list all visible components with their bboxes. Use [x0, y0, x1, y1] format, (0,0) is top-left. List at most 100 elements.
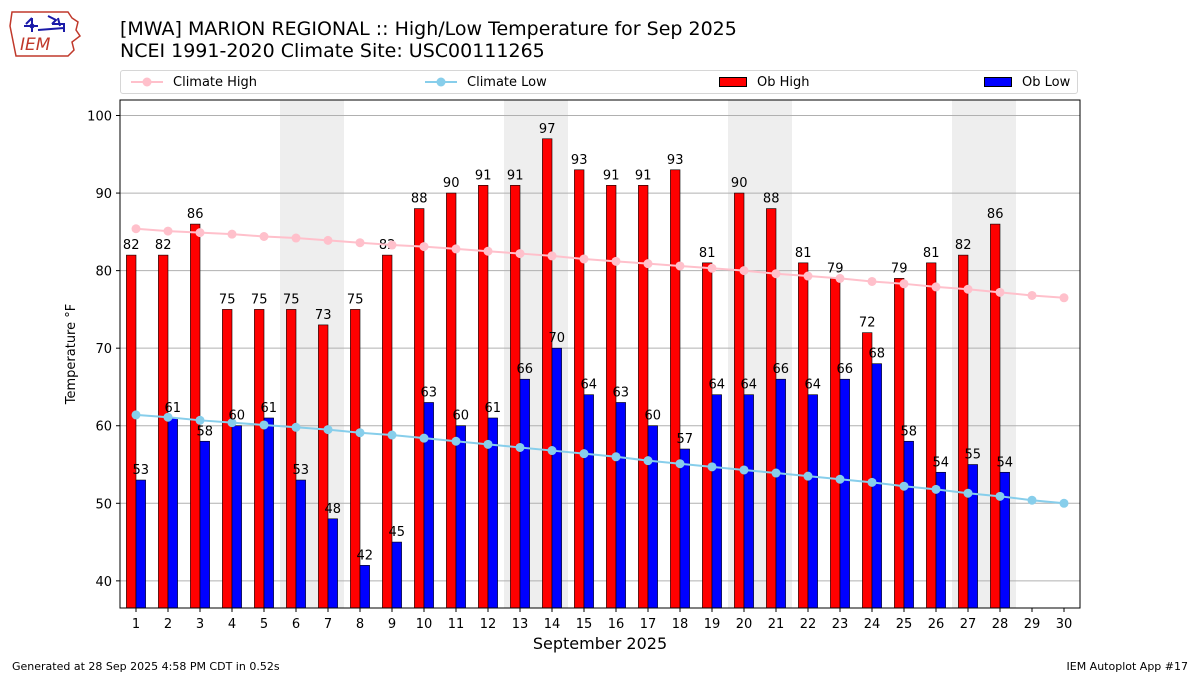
climate-low-point	[483, 439, 493, 449]
chart-title: [MWA] MARION REGIONAL :: High/Low Temper…	[120, 18, 737, 62]
climate-high-point	[547, 251, 557, 261]
ob-low-data-label: 61	[485, 401, 502, 416]
ob-high-bar	[670, 169, 681, 609]
ob-low-bar	[327, 518, 338, 609]
ob-high-data-label: 81	[795, 246, 812, 261]
ob-low-data-label: 61	[261, 401, 278, 416]
ob-low-bar	[583, 394, 594, 609]
legend-ob-high: Ob High	[719, 71, 810, 93]
ob-high-data-label: 81	[699, 246, 716, 261]
climate-low-point	[995, 491, 1005, 501]
ob-high-data-label: 93	[667, 153, 684, 168]
ob-low-data-label: 48	[325, 502, 342, 517]
ob-high-data-label: 72	[859, 316, 876, 331]
x-tick-label: 3	[196, 617, 204, 632]
climate-low-point	[579, 449, 589, 459]
climate-high-point	[387, 240, 397, 250]
climate-low-point	[515, 442, 525, 452]
ob-low-data-label: 64	[805, 378, 822, 393]
ob-high-bar	[414, 208, 425, 609]
climate-low-line	[135, 413, 1065, 505]
ob-high-bar	[510, 185, 521, 609]
climate-high-point	[931, 282, 941, 292]
ob-low-data-label: 58	[901, 424, 918, 439]
climate-high-point	[131, 224, 141, 234]
ob-low-data-label: 61	[165, 401, 182, 416]
title-line-1: [MWA] MARION REGIONAL :: High/Low Temper…	[120, 18, 737, 40]
climate-low-point	[163, 412, 173, 422]
ob-low-data-label: 53	[293, 463, 310, 478]
climate-low-point	[963, 488, 973, 498]
x-tick-label: 4	[228, 617, 236, 632]
climate-low-point	[227, 418, 237, 428]
climate-low-point	[355, 428, 365, 438]
climate-high-point	[771, 269, 781, 279]
ob-high-bar	[446, 192, 457, 609]
ob-high-data-label: 93	[571, 153, 588, 168]
climate-low-point	[739, 465, 749, 475]
climate-high-point	[227, 229, 237, 239]
climate-high-point	[195, 228, 205, 238]
ob-low-data-label: 54	[997, 455, 1014, 470]
title-line-2: NCEI 1991-2020 Climate Site: USC00111265	[120, 40, 545, 62]
ob-high-bar	[190, 223, 201, 609]
ob-low-data-label: 57	[677, 432, 694, 447]
ob-low-bar	[519, 378, 530, 609]
ob-low-data-label: 60	[645, 409, 662, 424]
climate-high-point	[835, 273, 845, 283]
ob-high-data-label: 82	[955, 238, 972, 253]
climate-low-point	[707, 462, 717, 472]
y-tick-label: 60	[95, 420, 112, 435]
climate-high-line	[135, 227, 1065, 299]
ob-low-data-label: 64	[709, 378, 726, 393]
x-tick-label: 7	[324, 617, 332, 632]
ob-low-bar	[135, 479, 146, 609]
ob-high-bar	[734, 192, 745, 609]
x-tick-label: 23	[832, 617, 849, 632]
climate-low-point	[387, 430, 397, 440]
ob-high-data-label: 97	[539, 122, 556, 137]
ob-low-bar	[839, 378, 850, 609]
x-tick-label: 11	[448, 617, 465, 632]
x-tick-label: 15	[576, 617, 593, 632]
ob-high-data-label: 90	[731, 176, 748, 191]
ob-low-data-label: 42	[357, 548, 374, 563]
ob-low-bar	[679, 448, 690, 609]
climate-low-point	[291, 422, 301, 432]
ob-high-data-label: 91	[603, 168, 620, 183]
x-tick-label: 27	[960, 617, 977, 632]
climate-high-point	[451, 244, 461, 254]
ob-high-bar	[254, 309, 265, 609]
ob-high-data-label: 82	[123, 238, 140, 253]
legend-climate-high: Climate High	[131, 71, 257, 93]
x-tick-label: 9	[388, 617, 396, 632]
climate-high-point	[739, 266, 749, 276]
ob-high-bar	[798, 262, 809, 609]
y-tick-label: 50	[95, 497, 112, 512]
x-tick-label: 24	[864, 617, 881, 632]
ob-high-bar	[286, 309, 297, 609]
x-tick-label: 17	[640, 617, 657, 632]
climate-low-point	[835, 474, 845, 484]
climate-low-point	[259, 420, 269, 430]
ob-low-bar	[903, 440, 914, 609]
ob-high-bar	[830, 278, 841, 609]
ob-low-swatch-icon	[984, 77, 1012, 87]
ob-low-bar	[615, 402, 626, 609]
y-tick-label: 90	[95, 187, 112, 202]
ob-high-data-label: 86	[187, 207, 204, 222]
chart-legend: Climate High Climate Low Ob High Ob Low	[120, 70, 1078, 94]
ob-high-data-label: 91	[635, 168, 652, 183]
ob-low-bar	[807, 394, 818, 609]
ob-high-bar	[318, 324, 329, 609]
legend-label: Ob Low	[1022, 74, 1071, 90]
climate-low-point	[1027, 495, 1037, 505]
climate-high-point	[643, 259, 653, 269]
ob-high-bar	[126, 254, 137, 609]
ob-high-bar	[862, 332, 873, 609]
x-axis-label: September 2025	[533, 634, 667, 653]
climate-low-point	[771, 468, 781, 478]
ob-low-data-label: 63	[613, 385, 630, 400]
ob-high-swatch-icon	[719, 77, 747, 87]
x-tick-label: 14	[544, 617, 561, 632]
